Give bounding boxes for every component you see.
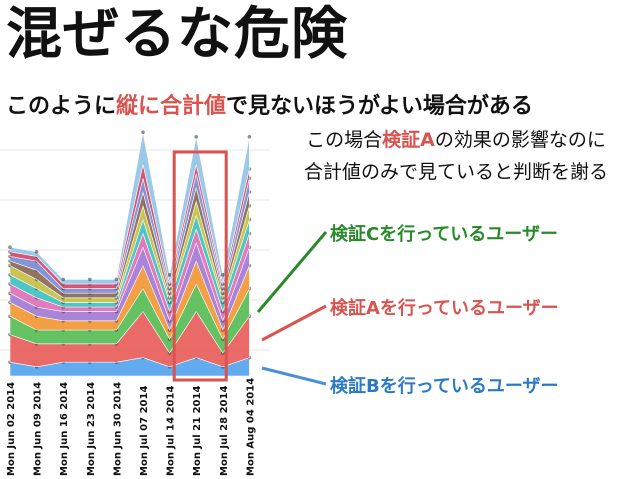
note-line-1-post: の効果の影響なのに (434, 129, 606, 151)
x-tick-label-9: Mon Aug 04 2014 (245, 378, 256, 476)
x-tick-label-8: Mon Jul 28 2014 (219, 386, 230, 476)
point-s11-5 (141, 130, 145, 134)
point-s11-6 (167, 273, 172, 277)
x-tick-label-0: Mon Jun 02 2014 (6, 382, 17, 476)
note-line-1-highlight: 検証A (382, 129, 435, 151)
point-s11-3 (88, 277, 92, 282)
point-s11-4 (114, 277, 119, 282)
note-line-2: 合計値のみで見ていると判断を謝る (303, 161, 608, 183)
x-tick-label-2: Mon Jun 16 2014 (59, 382, 70, 476)
subtitle: このように縦に合計値で見ないほうがよい場合がある (6, 88, 632, 120)
arrow-test-c (256, 231, 328, 313)
arrow-test-a (261, 304, 327, 342)
x-tick-label-3: Mon Jun 23 2014 (86, 382, 97, 476)
area-series-11 (9, 132, 250, 285)
annotation-test-b: 検証Bを行っているユーザー (330, 376, 559, 397)
subtitle-highlight: 縦に合計値 (116, 94, 227, 119)
page-title: 混ぜるな危険 (6, 2, 348, 67)
x-tick-label-7: Mon Jul 21 2014 (192, 386, 203, 476)
note: この場合検証Aの効果の影響なのに 合計値のみで見ていると判断を謝る (278, 124, 634, 188)
annotation-test-a: 検証Aを行っているユーザー (330, 298, 559, 319)
point-s11-9 (247, 135, 252, 139)
point-s11-0 (8, 245, 12, 249)
x-tick-label-1: Mon Jun 09 2014 (33, 382, 44, 476)
point-s11-7 (194, 135, 198, 139)
annotation-test-c: 検証Cを行っているユーザー (330, 224, 558, 245)
subtitle-post: で見ないほうがよい場合がある (226, 94, 533, 119)
note-line-1-pre: この場合 (306, 129, 383, 151)
x-tick-label-5: Mon Jul 07 2014 (139, 386, 150, 476)
point-s11-2 (61, 277, 65, 282)
point-s11-8 (221, 273, 225, 277)
x-tick-label-6: Mon Jul 14 2014 (166, 386, 177, 476)
note-line-1: この場合検証Aの効果の影響なのに (278, 124, 634, 156)
highlight-box (172, 150, 228, 382)
point-s11-1 (34, 250, 39, 254)
arrow-test-b (261, 366, 327, 386)
subtitle-pre: このように (6, 94, 117, 119)
x-tick-label-4: Mon Jun 30 2014 (112, 382, 123, 476)
